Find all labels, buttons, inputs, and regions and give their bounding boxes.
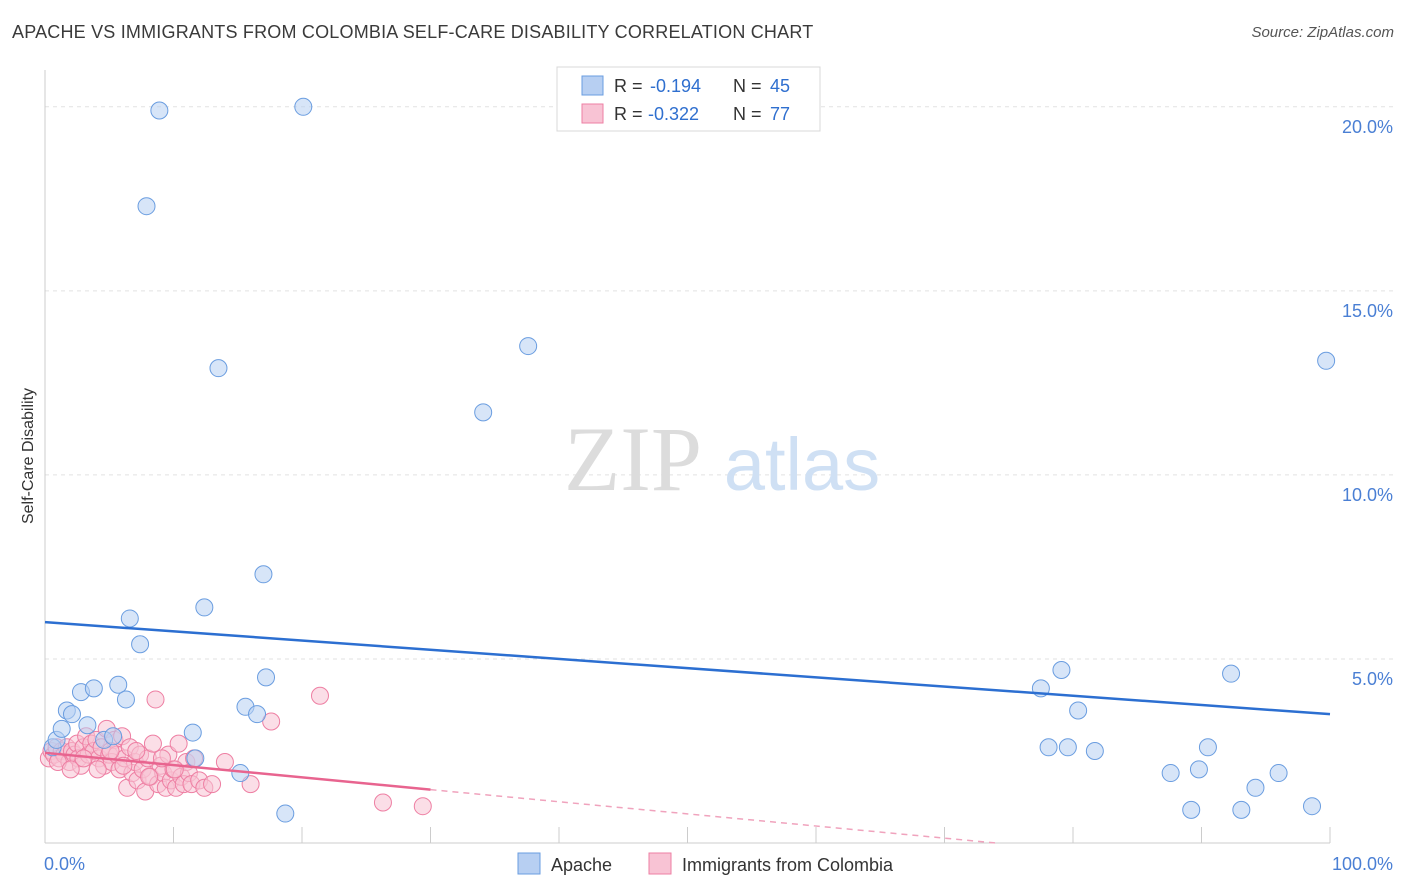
y-tick-label: 20.0% <box>1342 117 1393 137</box>
bottom-legend-colombia-swatch <box>648 852 672 875</box>
y-tick-label: 10.0% <box>1342 485 1393 505</box>
gridlines <box>45 106 1395 660</box>
apache-point <box>1246 778 1265 797</box>
apache-point <box>1198 738 1217 757</box>
colombia-point <box>146 690 165 709</box>
apache-point <box>276 804 295 823</box>
legend-apache-n-label: N = <box>733 76 762 96</box>
y-axis-label: Self-Care Disability <box>20 388 37 524</box>
apache-point <box>186 749 205 768</box>
apache-point <box>519 337 538 356</box>
source-label: Source: ZipAtlas.com <box>1251 24 1394 41</box>
apache-point <box>1303 797 1322 816</box>
colombia-point <box>88 760 107 779</box>
legend-colombia-n-value: 77 <box>770 104 790 124</box>
apache-point <box>116 690 135 709</box>
legend-apache-r-label: R = <box>614 76 643 96</box>
y-tick-label: 5.0% <box>1352 669 1393 689</box>
stats-legend: R = -0.194 N = 45 R = -0.322 N = 77 <box>556 66 821 132</box>
apache-point <box>183 723 202 742</box>
apache-point <box>1085 741 1104 760</box>
legend-apache-n-value: 45 <box>770 76 790 96</box>
apache-point <box>209 359 228 378</box>
apache-point <box>120 609 139 628</box>
chart-title: APACHE VS IMMIGRANTS FROM COLOMBIA SELF-… <box>12 22 814 42</box>
trend-lines <box>44 620 1331 844</box>
legend-colombia-r-label: R = <box>614 104 643 124</box>
watermark-zip: ZIP <box>564 408 702 510</box>
colombia-trend-line <box>44 751 431 791</box>
colombia-point <box>203 775 222 794</box>
apache-point <box>195 598 214 617</box>
bottom-legend-apache-swatch <box>517 852 541 875</box>
series-legend: Apache Immigrants from Colombia <box>517 852 894 875</box>
axes <box>44 70 1331 844</box>
apache-point <box>254 565 273 584</box>
colombia-point <box>140 767 159 786</box>
y-tick-labels: 5.0% 10.0% 15.0% 20.0% <box>1342 117 1393 689</box>
apache-point <box>1189 760 1208 779</box>
x-tick-labels: 0.0% 100.0% <box>44 854 1393 874</box>
x-tick-label: 100.0% <box>1332 854 1393 874</box>
apache-point <box>1161 764 1180 783</box>
colombia-point <box>310 686 329 705</box>
apache-trend-line <box>44 620 1331 716</box>
apache-point <box>1069 701 1088 720</box>
apache-point <box>84 679 103 698</box>
watermark: ZIP atlas <box>564 408 880 510</box>
legend-colombia-swatch <box>581 103 604 124</box>
apache-point <box>474 403 493 422</box>
series-colombia-points <box>39 686 432 816</box>
colombia-point <box>413 797 432 816</box>
apache-point <box>62 705 81 724</box>
apache-point <box>1317 351 1336 370</box>
legend-colombia-n-label: N = <box>733 104 762 124</box>
apache-point <box>150 101 169 120</box>
colombia-point <box>61 760 80 779</box>
apache-point <box>1222 664 1241 683</box>
colombia-point <box>169 734 188 753</box>
colombia-trend-extension <box>430 788 996 844</box>
apache-point <box>52 719 71 738</box>
colombia-point <box>373 793 392 812</box>
apache-point <box>78 716 97 735</box>
bottom-legend-apache-label: Apache <box>551 855 612 875</box>
apache-point <box>1182 800 1201 819</box>
apache-point <box>131 635 150 654</box>
legend-colombia-r-value: -0.322 <box>648 104 699 124</box>
legend-apache-swatch <box>581 75 604 96</box>
x-tick-label: 0.0% <box>44 854 85 874</box>
apache-point <box>1052 660 1071 679</box>
apache-point <box>109 675 128 694</box>
apache-point <box>104 727 123 746</box>
legend-apache-r-value: -0.194 <box>650 76 701 96</box>
apache-point <box>1058 738 1077 757</box>
colombia-point <box>215 753 234 772</box>
apache-point <box>248 705 267 724</box>
y-tick-label: 15.0% <box>1342 301 1393 321</box>
colombia-point <box>74 749 93 768</box>
apache-point <box>1039 738 1058 757</box>
apache-point <box>137 197 156 216</box>
apache-point <box>1232 800 1251 819</box>
colombia-point <box>143 734 162 753</box>
watermark-atlas: atlas <box>724 423 880 506</box>
apache-point <box>294 97 313 116</box>
colombia-point <box>262 712 281 731</box>
apache-point <box>257 668 276 687</box>
colombia-point <box>241 775 260 794</box>
bottom-legend-colombia-label: Immigrants from Colombia <box>682 855 894 875</box>
apache-point <box>1269 764 1288 783</box>
series-apache-points <box>43 97 1336 823</box>
colombia-point <box>127 741 146 760</box>
